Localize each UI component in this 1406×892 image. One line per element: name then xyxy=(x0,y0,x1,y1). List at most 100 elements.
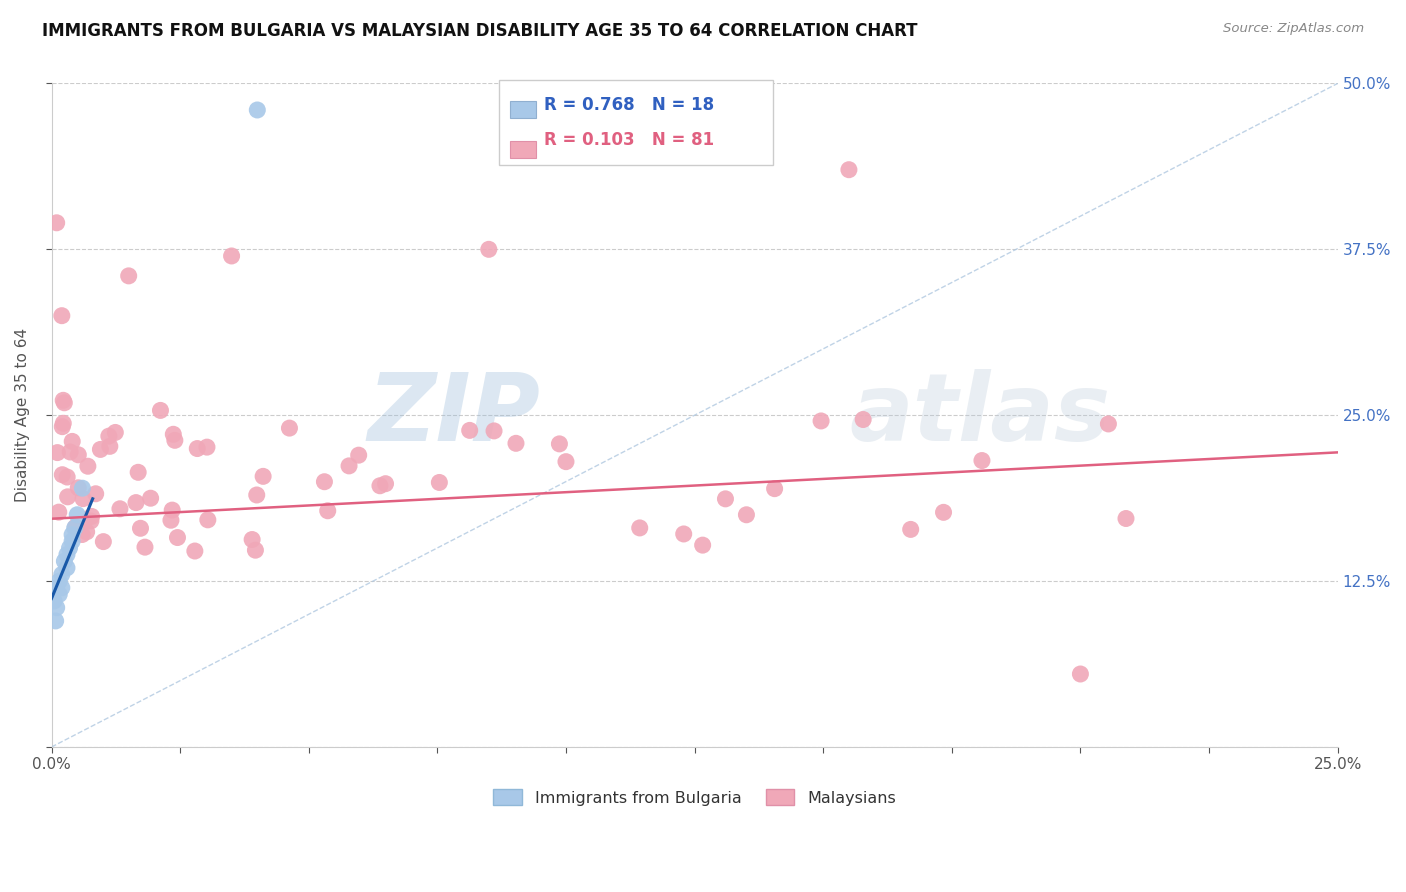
Point xyxy=(118,268,141,283)
Point xyxy=(60,434,83,449)
Point xyxy=(900,523,922,537)
Point xyxy=(67,448,90,462)
Point xyxy=(76,459,98,474)
Point xyxy=(186,442,208,456)
Point xyxy=(51,567,73,582)
Point xyxy=(246,488,269,502)
Point xyxy=(482,424,505,438)
Point xyxy=(76,524,98,539)
Point xyxy=(80,509,103,524)
Point xyxy=(337,458,360,473)
Point xyxy=(51,309,73,323)
Point xyxy=(735,508,758,522)
Text: atlas: atlas xyxy=(849,369,1111,461)
Point xyxy=(51,419,73,434)
Point xyxy=(160,513,183,527)
Point xyxy=(195,440,218,454)
Point xyxy=(347,448,370,462)
Point xyxy=(52,393,75,408)
Point xyxy=(51,467,73,482)
Point xyxy=(45,600,67,615)
Point xyxy=(505,436,527,450)
Point xyxy=(368,479,391,493)
Point xyxy=(98,439,121,453)
Point xyxy=(240,533,263,547)
Point xyxy=(56,561,79,575)
Point xyxy=(932,505,955,519)
Point xyxy=(838,162,860,177)
Point xyxy=(45,614,67,628)
Point xyxy=(628,521,651,535)
Point xyxy=(48,574,70,588)
Point xyxy=(314,475,336,489)
Point xyxy=(166,531,188,545)
Point xyxy=(478,243,501,257)
Point xyxy=(80,514,103,528)
Point xyxy=(197,513,219,527)
Point xyxy=(56,470,79,484)
Point xyxy=(714,491,737,506)
Point xyxy=(93,534,115,549)
Point xyxy=(84,487,107,501)
Point xyxy=(458,423,481,437)
Point xyxy=(427,475,450,490)
Point xyxy=(63,521,86,535)
Point xyxy=(48,587,70,601)
Text: ZIP: ZIP xyxy=(367,369,540,461)
Point xyxy=(555,455,578,469)
Point xyxy=(852,412,875,426)
Point xyxy=(278,421,301,435)
Point xyxy=(246,103,269,117)
Text: Source: ZipAtlas.com: Source: ZipAtlas.com xyxy=(1223,22,1364,36)
Point xyxy=(48,505,70,519)
Point xyxy=(374,476,396,491)
Point xyxy=(60,534,83,549)
Point xyxy=(810,414,832,428)
Point xyxy=(245,543,267,558)
Point xyxy=(58,541,80,555)
Point xyxy=(72,491,94,506)
Point xyxy=(548,437,571,451)
Text: IMMIGRANTS FROM BULGARIA VS MALAYSIAN DISABILITY AGE 35 TO 64 CORRELATION CHART: IMMIGRANTS FROM BULGARIA VS MALAYSIAN DI… xyxy=(42,22,918,40)
Point xyxy=(129,521,152,535)
Point xyxy=(46,445,69,459)
Y-axis label: Disability Age 35 to 64: Disability Age 35 to 64 xyxy=(15,328,30,502)
Point xyxy=(127,465,149,479)
Point xyxy=(89,442,111,457)
Point xyxy=(51,581,73,595)
Point xyxy=(149,403,172,417)
Point xyxy=(60,527,83,541)
Point xyxy=(72,481,94,495)
Point xyxy=(52,417,75,431)
Point xyxy=(1097,417,1119,431)
Point xyxy=(1069,667,1091,681)
Point xyxy=(970,453,993,467)
Point xyxy=(692,538,714,552)
Point xyxy=(53,554,76,568)
Point xyxy=(108,501,131,516)
Point xyxy=(139,491,162,506)
Point xyxy=(160,503,183,517)
Point xyxy=(125,495,148,509)
Point xyxy=(97,429,120,443)
Point xyxy=(56,548,79,562)
Point xyxy=(162,427,184,442)
Point xyxy=(56,490,79,504)
Point xyxy=(70,527,93,541)
Point xyxy=(104,425,127,440)
Point xyxy=(53,396,76,410)
Point xyxy=(45,581,67,595)
Point xyxy=(42,594,65,608)
Point xyxy=(252,469,274,483)
Text: R = 0.768   N = 18: R = 0.768 N = 18 xyxy=(544,95,714,113)
Legend: Immigrants from Bulgaria, Malaysians: Immigrants from Bulgaria, Malaysians xyxy=(486,782,903,812)
Point xyxy=(163,434,186,448)
Point xyxy=(763,482,786,496)
Point xyxy=(184,544,207,558)
Point xyxy=(221,249,243,263)
Point xyxy=(134,540,156,554)
Point xyxy=(59,445,82,459)
Point xyxy=(316,504,339,518)
Point xyxy=(65,520,87,534)
Point xyxy=(67,481,90,495)
